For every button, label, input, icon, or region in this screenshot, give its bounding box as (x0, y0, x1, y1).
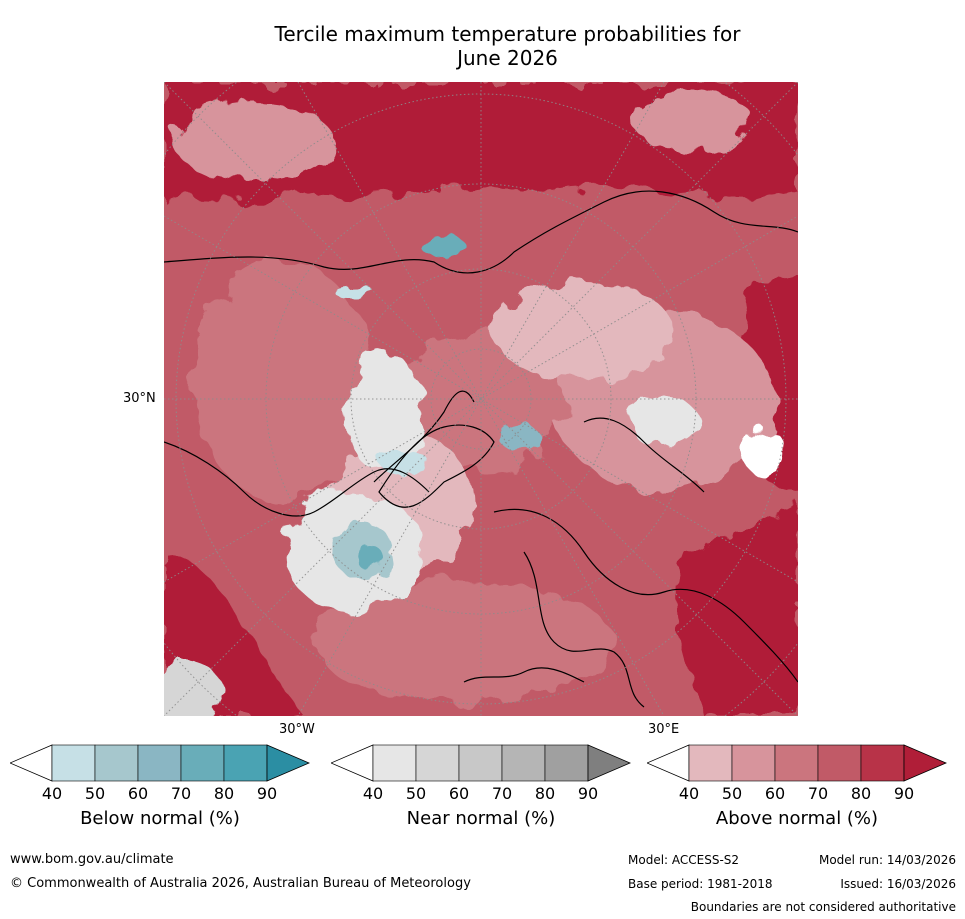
below-legend-swatch (223, 744, 268, 782)
below-legend-tick: 60 (127, 784, 149, 803)
map-svg (164, 82, 798, 716)
title-line-2: June 2026 (457, 46, 558, 70)
below-legend-swatch (180, 744, 225, 782)
above-legend-swatch (817, 744, 862, 782)
above-legend-tick: 90 (893, 784, 915, 803)
title-line-1: Tercile maximum temperature probabilitie… (274, 22, 741, 46)
below-legend-tick: 50 (84, 784, 106, 803)
above-legend-swatch (731, 744, 776, 782)
near-legend-tick: 50 (405, 784, 427, 803)
above-legend-tick: 60 (764, 784, 786, 803)
below-legend-tick: 90 (256, 784, 278, 803)
cool-anomalies (334, 235, 539, 580)
near-legend-swatch (544, 744, 589, 782)
above-legend-swatch (688, 744, 733, 782)
near-legend-low-extension (329, 744, 374, 782)
above-legend-swatch (774, 744, 819, 782)
legend-near-normal: 40 50 60 70 80 90 Near normal (%) (329, 744, 632, 829)
base-period: Base period: 1981-2018 (628, 877, 773, 891)
above-legend-tick: 40 (678, 784, 700, 803)
below-legend-swatch (137, 744, 182, 782)
above-legend-tick: 70 (807, 784, 829, 803)
legend-near-title: Near normal (%) (406, 808, 556, 829)
near-legend-swatch (415, 744, 460, 782)
near-legend-tick: 40 (362, 784, 384, 803)
copyright-notice: © Commonwealth of Australia 2026, Austra… (10, 876, 471, 891)
legend-above-title: Above normal (%) (715, 808, 879, 829)
boundary-disclaimer: Boundaries are not considered authoritat… (690, 900, 956, 914)
legend-above-normal: 40 50 60 70 80 90 Above normal (%) (645, 744, 948, 829)
below-legend-swatch (51, 744, 96, 782)
near-legend-high-extension (587, 744, 632, 782)
below-legend-high-extension (266, 744, 311, 782)
legend-below-bar (8, 744, 311, 782)
lat-label-30n: 30°N (123, 391, 156, 406)
probability-map (164, 82, 798, 716)
model-run-date: Model run: 14/03/2026 (818, 853, 956, 867)
below-legend-tick: 80 (213, 784, 235, 803)
model-name: Model: ACCESS-S2 (628, 853, 740, 867)
below-legend-swatch (94, 744, 139, 782)
near-legend-tick: 90 (577, 784, 599, 803)
coastlines (164, 190, 798, 708)
legend-near-bar (329, 744, 632, 782)
legend-below-title: Below normal (%) (80, 808, 240, 829)
near-legend-swatch (458, 744, 503, 782)
above-legend-swatch (860, 744, 905, 782)
below-legend-low-extension (8, 744, 53, 782)
map-title: Tercile maximum temperature probabilitie… (160, 22, 855, 70)
legend-below-normal: 40 50 60 70 80 90 Below normal (%) (8, 744, 311, 829)
above-legend-low-extension (645, 744, 690, 782)
below-legend-tick: 40 (41, 784, 63, 803)
legend-above-bar (645, 744, 948, 782)
above-legend-tick: 80 (850, 784, 872, 803)
above-legend-tick: 50 (721, 784, 743, 803)
lon-label-30w: 30°W (279, 722, 315, 737)
website-link[interactable]: www.bom.gov.au/climate (10, 852, 174, 867)
near-legend-tick: 70 (491, 784, 513, 803)
graticule (164, 82, 798, 716)
issued-date: Issued: 16/03/2026 (840, 877, 956, 891)
near-legend-tick: 60 (448, 784, 470, 803)
near-legend-tick: 80 (534, 784, 556, 803)
above-legend-high-extension (903, 744, 948, 782)
near-legend-swatch (501, 744, 546, 782)
probability-fields (164, 82, 798, 716)
below-legend-tick: 70 (170, 784, 192, 803)
near-legend-swatch (372, 744, 417, 782)
lon-label-30e: 30°E (648, 722, 680, 737)
